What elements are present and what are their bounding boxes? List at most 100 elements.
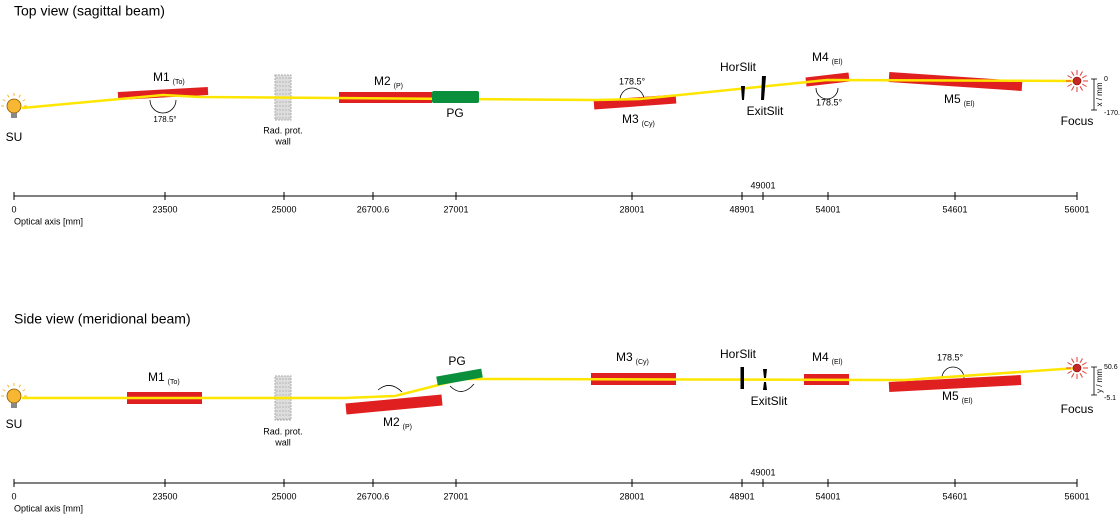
m1-label: M1 (To) bbox=[153, 70, 185, 86]
source-ray bbox=[22, 99, 26, 102]
element-subscript: (To) bbox=[168, 379, 180, 386]
source-ray bbox=[7, 94, 10, 98]
axis-tick-label: 54601 bbox=[942, 491, 967, 501]
source-ray bbox=[7, 384, 10, 388]
grating-pg bbox=[432, 91, 479, 103]
focus-ray bbox=[1081, 83, 1087, 87]
mirror-m1 bbox=[117, 87, 209, 100]
scale-bottom-label: -170.1 bbox=[1104, 110, 1120, 117]
axis-tick-label: 56001 bbox=[1064, 491, 1089, 501]
axis-title: Optical axis [mm] bbox=[14, 216, 83, 226]
element-name: M3 bbox=[616, 350, 633, 364]
exit-slit bbox=[763, 369, 767, 390]
pg-label: PG bbox=[446, 106, 463, 120]
axis-tick-label: 0 bbox=[11, 204, 16, 214]
grating-pg bbox=[436, 368, 483, 386]
m2-label: M2 (P) bbox=[374, 74, 403, 90]
element-subscript: (El) bbox=[962, 398, 973, 405]
wall-label: Rad. prot. bbox=[263, 426, 303, 436]
axis-tick-label: 48901 bbox=[729, 204, 754, 214]
element-name: M1 bbox=[148, 370, 165, 384]
focus-ray bbox=[1071, 71, 1075, 77]
focus-ray bbox=[1071, 372, 1075, 378]
element-name: M5 bbox=[944, 92, 961, 106]
focus-ray bbox=[1081, 370, 1087, 374]
axis-tick-label: 27001 bbox=[443, 491, 468, 501]
element-name: M2 bbox=[383, 415, 400, 429]
source-bulb-base bbox=[11, 403, 17, 408]
angle-label: 178.5° bbox=[937, 352, 964, 362]
axis-tick-label: 0 bbox=[11, 491, 16, 501]
m5-label: M5 (El) bbox=[942, 389, 973, 405]
m5-label: M5 (El) bbox=[944, 92, 975, 108]
angle-label: 178.5° bbox=[153, 115, 176, 124]
focus-ray bbox=[1071, 358, 1075, 364]
hor-slit bbox=[741, 86, 745, 100]
wall-label: wall bbox=[274, 437, 291, 447]
scale-bottom-label: -5.1 bbox=[1104, 395, 1116, 402]
view-title: Side view (meridional beam) bbox=[14, 311, 191, 327]
angle-arc bbox=[149, 99, 177, 114]
axis-tick-label: 26700.6 bbox=[357, 491, 390, 501]
focus-point bbox=[1072, 76, 1082, 86]
source-label: SU bbox=[6, 130, 23, 144]
mirror-m3 bbox=[593, 94, 677, 110]
focus-label: Focus bbox=[1061, 402, 1094, 416]
mirror-m2 bbox=[345, 394, 443, 415]
horslit-label: HorSlit bbox=[720, 347, 757, 361]
source-ray bbox=[2, 99, 6, 102]
axis-tick-label: 25000 bbox=[271, 204, 296, 214]
axis-tick-label: 26700.6 bbox=[357, 204, 390, 214]
source-ray bbox=[18, 384, 21, 388]
focus-ray bbox=[1079, 71, 1083, 77]
source-bulb bbox=[6, 388, 22, 404]
angle-arc bbox=[941, 366, 965, 379]
m4-label: M4 (El) bbox=[812, 350, 843, 366]
scale-axis-label: y / mm bbox=[1095, 369, 1104, 393]
rotation-arrow bbox=[377, 385, 403, 393]
hor-slit bbox=[740, 367, 744, 389]
element-subscript: (To) bbox=[173, 79, 185, 86]
m4-label: M4 (El) bbox=[812, 50, 843, 66]
focus-ray bbox=[1081, 75, 1087, 79]
focus-ray bbox=[1079, 372, 1083, 378]
source-label: SU bbox=[6, 417, 23, 431]
m2-label: M2 (P) bbox=[383, 415, 412, 431]
focus-point bbox=[1072, 363, 1082, 373]
wall-label: wall bbox=[274, 136, 291, 146]
focus-ray bbox=[1067, 75, 1073, 79]
m3-label: M3 (Cy) bbox=[622, 112, 655, 128]
focus-ray bbox=[1071, 85, 1075, 91]
element-name: M4 bbox=[812, 50, 829, 64]
element-subscript: (P) bbox=[403, 424, 412, 431]
scale-axis-label: x / mm bbox=[1095, 82, 1104, 106]
axis-tick-label: 54001 bbox=[815, 204, 840, 214]
m3-label: M3 (Cy) bbox=[616, 350, 649, 366]
wall-label: Rad. prot. bbox=[263, 125, 303, 135]
axis-tick-label: 49001 bbox=[750, 180, 775, 190]
element-subscript: (El) bbox=[964, 101, 975, 108]
exitslit-label: ExitSlit bbox=[747, 104, 784, 118]
axis-tick-label: 48901 bbox=[729, 491, 754, 501]
axis-tick-label: 28001 bbox=[619, 491, 644, 501]
source-bulb bbox=[6, 98, 22, 114]
axis-tick-label: 25000 bbox=[271, 491, 296, 501]
focus-ray bbox=[1067, 362, 1073, 366]
angle-label: 178.5° bbox=[816, 97, 843, 107]
angle-arc bbox=[619, 87, 645, 101]
beam bbox=[21, 78, 1078, 110]
axis-tick-label: 23500 bbox=[152, 491, 177, 501]
element-subscript: (P) bbox=[394, 83, 403, 90]
axis-tick-label: 27001 bbox=[443, 204, 468, 214]
element-subscript: (Cy) bbox=[636, 359, 649, 366]
element-name: M1 bbox=[153, 70, 170, 84]
focus-ray bbox=[1081, 362, 1087, 366]
focus-ray bbox=[1067, 370, 1073, 374]
angle-arc bbox=[815, 87, 839, 100]
element-subscript: (El) bbox=[832, 359, 843, 366]
focus-ray bbox=[1067, 83, 1073, 87]
focus-ray bbox=[1079, 358, 1083, 364]
exit-slit bbox=[761, 76, 766, 100]
element-subscript: (Cy) bbox=[642, 121, 655, 128]
